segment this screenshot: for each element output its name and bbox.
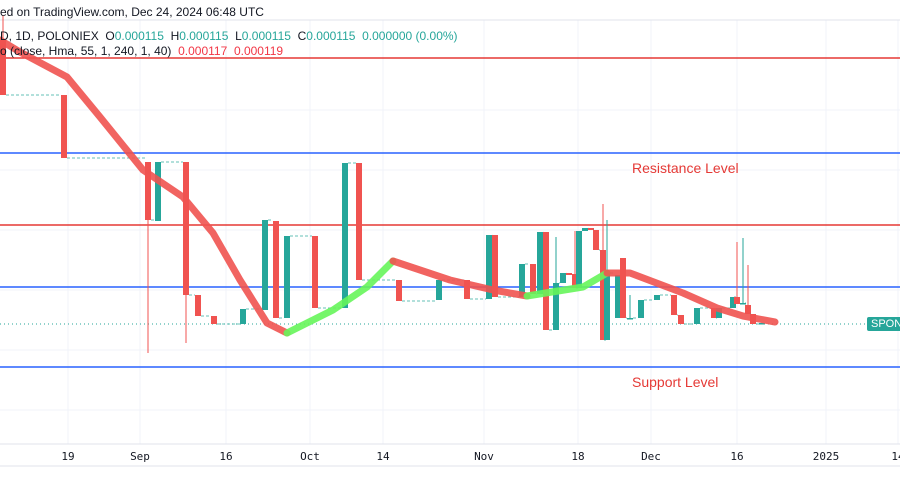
candle-down bbox=[543, 232, 549, 330]
candle-down bbox=[530, 264, 536, 294]
candle-down bbox=[566, 273, 572, 275]
candle-down bbox=[745, 305, 751, 314]
indicator-value-2: 0.000119 bbox=[233, 44, 284, 58]
candle-up bbox=[730, 297, 736, 308]
support-label: Support Level bbox=[632, 374, 719, 390]
candle-down bbox=[492, 235, 498, 297]
hma-band bbox=[603, 269, 779, 326]
candle-up bbox=[604, 273, 610, 340]
time-axis-tick: 2025 bbox=[812, 450, 840, 463]
candle-down bbox=[145, 162, 151, 220]
candle-down bbox=[588, 228, 594, 230]
time-axis-tick: 19 bbox=[61, 450, 75, 463]
time-axis-tick: Dec bbox=[641, 450, 661, 463]
time-axis-tick: 18 bbox=[571, 450, 585, 463]
candle-down bbox=[464, 280, 470, 299]
candle-down bbox=[600, 250, 606, 340]
candle-down bbox=[312, 236, 318, 308]
candle-down bbox=[211, 316, 217, 324]
candle-up bbox=[615, 275, 621, 318]
candle-up bbox=[240, 309, 246, 324]
candle-down bbox=[356, 163, 362, 280]
open-label: O bbox=[105, 29, 115, 43]
candle-down bbox=[396, 280, 402, 301]
candle-up bbox=[576, 231, 582, 288]
candle-up bbox=[537, 232, 543, 294]
candle-up bbox=[553, 283, 559, 330]
hma-band bbox=[389, 257, 531, 300]
candle-down bbox=[711, 308, 717, 318]
time-axis-tick: 16 bbox=[730, 450, 744, 463]
symbol-legend: D, 1D, POLONIEX O0.000115 H0.000115 L0.0… bbox=[0, 29, 458, 43]
time-axis-tick: Oct bbox=[300, 450, 320, 463]
candle-down bbox=[273, 221, 279, 318]
candle-up bbox=[436, 280, 442, 300]
hma-band bbox=[523, 269, 611, 300]
candle-up bbox=[342, 163, 348, 308]
candle-down bbox=[0, 40, 6, 95]
candle-up bbox=[627, 318, 633, 320]
time-axis-tick: Sep bbox=[130, 450, 150, 463]
candle-up bbox=[694, 308, 700, 324]
candle-up bbox=[582, 228, 588, 231]
candle-down bbox=[593, 230, 599, 250]
candle-up bbox=[740, 303, 746, 305]
candle-up bbox=[155, 162, 161, 221]
time-axis-tick: Nov bbox=[474, 450, 494, 463]
candle-down bbox=[620, 258, 626, 318]
change-value: 0.000000 (0.00%) bbox=[362, 29, 458, 43]
candle-down bbox=[734, 297, 740, 304]
low-value: 0.000115 bbox=[241, 29, 291, 43]
candle-up bbox=[560, 273, 566, 283]
hma-band bbox=[283, 257, 397, 337]
candle-down bbox=[572, 274, 578, 288]
candle-up bbox=[638, 300, 644, 318]
candle-up bbox=[262, 220, 268, 310]
close-value: 0.000115 bbox=[306, 29, 356, 43]
candle-up bbox=[284, 236, 290, 318]
candle-down bbox=[183, 162, 189, 295]
candle-down bbox=[678, 315, 684, 324]
published-note: ed on TradingView.com, Dec 24, 2024 06:4… bbox=[0, 5, 264, 19]
candle-up bbox=[519, 264, 525, 297]
candle-up bbox=[716, 308, 722, 318]
hma-band bbox=[0, 36, 291, 337]
time-axis-tick: 14 bbox=[376, 450, 390, 463]
candle-up bbox=[486, 235, 492, 299]
indicator-legend[interactable]: o (close, Hma, 55, 1, 240, 1, 40) 0.0001… bbox=[0, 44, 283, 58]
high-label: H bbox=[170, 29, 180, 43]
candle-down bbox=[195, 295, 201, 316]
resistance-label: Resistance Level bbox=[632, 160, 739, 176]
time-axis-tick: 16 bbox=[219, 450, 233, 463]
indicator-value-1: 0.000117 bbox=[178, 44, 228, 58]
last-price-tag: SPONG bbox=[867, 317, 900, 331]
candle-up bbox=[759, 323, 765, 325]
open-value: 0.000115 bbox=[114, 29, 164, 43]
candle-down bbox=[671, 295, 677, 315]
symbol-info: D, 1D, POLONIEX bbox=[0, 29, 99, 43]
high-value: 0.000115 bbox=[179, 29, 229, 43]
candle-down bbox=[61, 95, 67, 158]
time-axis-tick: 14 bbox=[891, 450, 900, 463]
low-label: L bbox=[235, 29, 242, 43]
close-label: C bbox=[297, 29, 307, 43]
candle-up bbox=[654, 295, 660, 300]
indicator-label: o (close, Hma, 55, 1, 240, 1, 40) bbox=[0, 44, 172, 58]
